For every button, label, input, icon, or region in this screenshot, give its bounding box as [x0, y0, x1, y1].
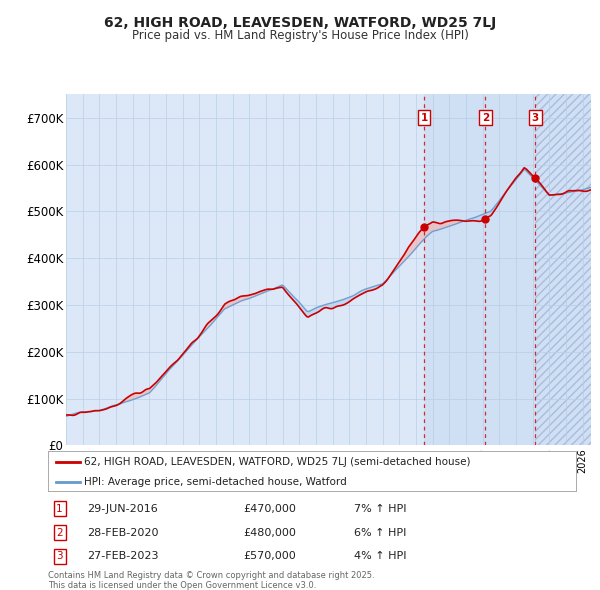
Text: £470,000: £470,000	[244, 504, 296, 514]
Text: 27-FEB-2023: 27-FEB-2023	[88, 551, 159, 561]
Text: 28-FEB-2020: 28-FEB-2020	[88, 527, 159, 537]
Text: Price paid vs. HM Land Registry's House Price Index (HPI): Price paid vs. HM Land Registry's House …	[131, 30, 469, 42]
Text: £570,000: £570,000	[244, 551, 296, 561]
Text: Contains HM Land Registry data © Crown copyright and database right 2025.
This d: Contains HM Land Registry data © Crown c…	[48, 571, 374, 590]
Text: 2: 2	[482, 113, 489, 123]
Text: 2: 2	[56, 527, 63, 537]
Text: 1: 1	[421, 113, 428, 123]
Text: 7% ↑ HPI: 7% ↑ HPI	[354, 504, 407, 514]
Text: 3: 3	[56, 551, 63, 561]
Text: £480,000: £480,000	[244, 527, 296, 537]
Text: 4% ↑ HPI: 4% ↑ HPI	[354, 551, 407, 561]
Text: 62, HIGH ROAD, LEAVESDEN, WATFORD, WD25 7LJ: 62, HIGH ROAD, LEAVESDEN, WATFORD, WD25 …	[104, 16, 496, 30]
Text: 29-JUN-2016: 29-JUN-2016	[88, 504, 158, 514]
Text: HPI: Average price, semi-detached house, Watford: HPI: Average price, semi-detached house,…	[84, 477, 347, 487]
Text: 62, HIGH ROAD, LEAVESDEN, WATFORD, WD25 7LJ (semi-detached house): 62, HIGH ROAD, LEAVESDEN, WATFORD, WD25 …	[84, 457, 470, 467]
Text: 6% ↑ HPI: 6% ↑ HPI	[354, 527, 407, 537]
Text: 3: 3	[532, 113, 539, 123]
Bar	[535, 94, 591, 445]
Text: 1: 1	[56, 504, 63, 514]
Bar	[535, 94, 591, 445]
Bar	[424, 94, 535, 445]
